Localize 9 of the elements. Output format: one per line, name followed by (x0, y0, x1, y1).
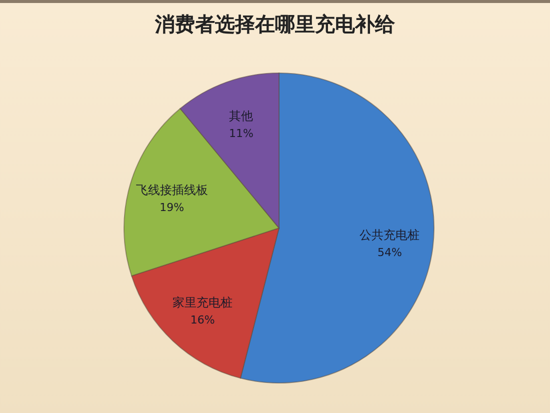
data-label: 16% (190, 313, 215, 326)
slice-label: 公共充电桩 (360, 228, 420, 242)
data-label: 11% (228, 127, 254, 140)
chart-title: 消费者选择在哪里充电补给 (154, 12, 396, 36)
slice-label: 家里充电桩 (172, 295, 233, 310)
data-label: 19% (160, 200, 184, 214)
data-label: 54% (377, 246, 402, 259)
slice-label: 其他 (229, 109, 254, 123)
slice-label: 飞线接插线板 (136, 182, 208, 197)
